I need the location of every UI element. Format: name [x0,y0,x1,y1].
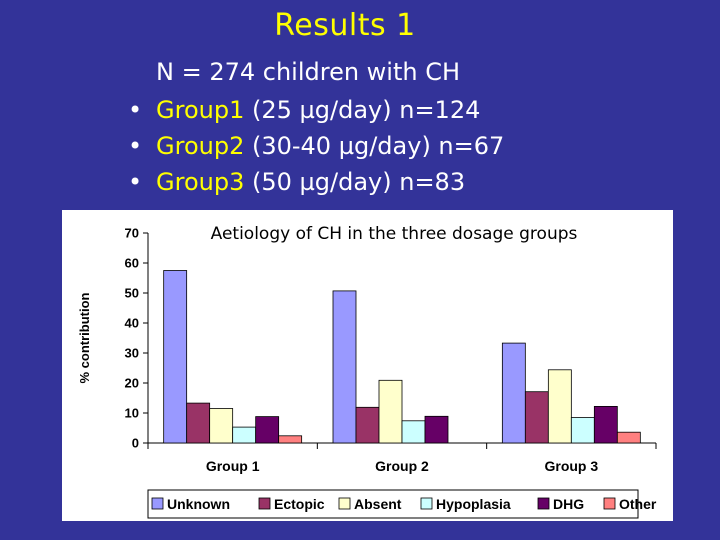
y-tick-label: 20 [125,376,139,391]
legend-swatch-dhg [537,497,550,510]
bar-ectopic-group-3 [524,391,549,444]
legend-swatch-ectopic [258,497,271,510]
bar-hypoplasia-group-3 [570,417,595,444]
group-detail: (50 µg/day) n=83 [244,168,466,196]
bar-unknown-group-3 [501,342,526,444]
y-axis-label: % contribution [77,292,92,383]
y-tick-label: 70 [125,226,139,241]
slide-title: Results 1 [274,8,416,43]
group-detail: (25 µg/day) n=124 [244,96,481,124]
bar-absent-group-2 [378,379,403,444]
group-name: Group1 [156,96,245,124]
legend-swatch-other [603,497,616,510]
bar-absent-group-1 [209,408,234,444]
bar-dhg-group-1 [255,416,280,444]
legend-label-dhg: DHG [553,496,584,512]
bar-unknown-group-2 [332,290,357,444]
bar-unknown-group-1 [163,270,188,444]
legend-swatch-absent [338,497,351,510]
bullet-marker: • [128,132,143,160]
aetiology-bar-chart: Aetiology of CH in the three dosage grou… [77,224,657,519]
bar-dhg-group-2 [424,415,449,444]
legend-label-unknown: Unknown [167,496,230,512]
y-tick-label: 40 [125,316,139,331]
legend-swatch-unknown [151,497,164,510]
legend-box [147,489,639,519]
bar-hypoplasia-group-2 [401,420,426,444]
chart-panel: Aetiology of CH in the three dosage grou… [62,210,673,521]
bar-absent-group-3 [547,369,572,444]
group-name: Group3 [156,168,245,196]
x-tick-label: Group 1 [206,458,260,474]
bullet-item-group3: • Group3 (50 µg/day) n=83 [128,164,504,200]
bar-other-group-3 [616,431,641,444]
x-tick-label: Group 2 [375,458,429,474]
x-tick-label: Group 3 [544,458,598,474]
slide-subtitle: N = 274 children with CH [156,58,461,86]
bullet-marker: • [128,168,143,196]
y-tick-label: 50 [125,286,139,301]
chart-title: Aetiology of CH in the three dosage grou… [211,224,578,244]
group-name: Group2 [156,132,245,160]
group-bullet-list: • Group1 (25 µg/day) n=124 • Group2 (30-40… [128,92,504,200]
y-tick-label: 10 [125,406,139,421]
bar-ectopic-group-1 [186,402,211,444]
legend-label-absent: Absent [354,496,402,512]
y-tick-label: 30 [125,346,139,361]
bar-ectopic-group-2 [355,406,380,444]
group-detail: (30-40 µg/day) n=67 [244,132,505,160]
bar-other-group-1 [278,435,303,444]
legend-swatch-hypoplasia [420,497,433,510]
bullet-item-group2: • Group2 (30-40 µg/day) n=67 [128,128,504,164]
bullet-item-group1: • Group1 (25 µg/day) n=124 [128,92,504,128]
y-tick-label: 0 [132,436,139,451]
bullet-marker: • [128,96,143,124]
bar-hypoplasia-group-1 [232,426,257,444]
legend-label-hypoplasia: Hypoplasia [436,496,511,512]
legend-label-ectopic: Ectopic [274,496,325,512]
legend-label-other: Other [619,496,657,512]
bar-dhg-group-3 [593,405,618,444]
y-tick-label: 60 [125,256,139,271]
